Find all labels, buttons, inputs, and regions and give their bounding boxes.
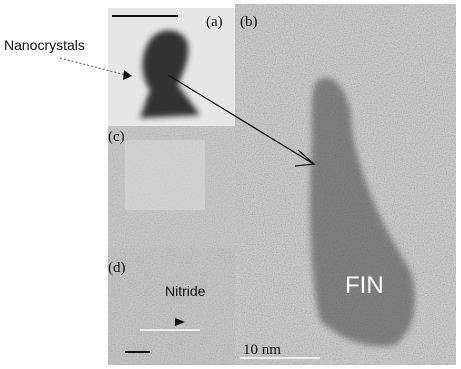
panel-label: (b): [240, 14, 258, 30]
panel-b-image: [235, 4, 456, 365]
page: Nanocrystals (a) (b) (c) (d) Nitride FIN…: [0, 0, 461, 369]
panel-label: (c): [108, 129, 125, 145]
panel-c-image: [108, 126, 235, 248]
figure: Nanocrystals (a) (b) (c) (d) Nitride FIN…: [0, 0, 461, 369]
panel-d-image: [108, 248, 235, 365]
callout-label: Nanocrystals: [4, 37, 85, 53]
nitride-label: Nitride: [165, 283, 206, 299]
fin-label: FIN: [345, 272, 384, 299]
scale-label: 10 nm: [243, 342, 281, 358]
panel-label: (d): [108, 260, 126, 276]
panel-label: (a): [206, 14, 223, 30]
